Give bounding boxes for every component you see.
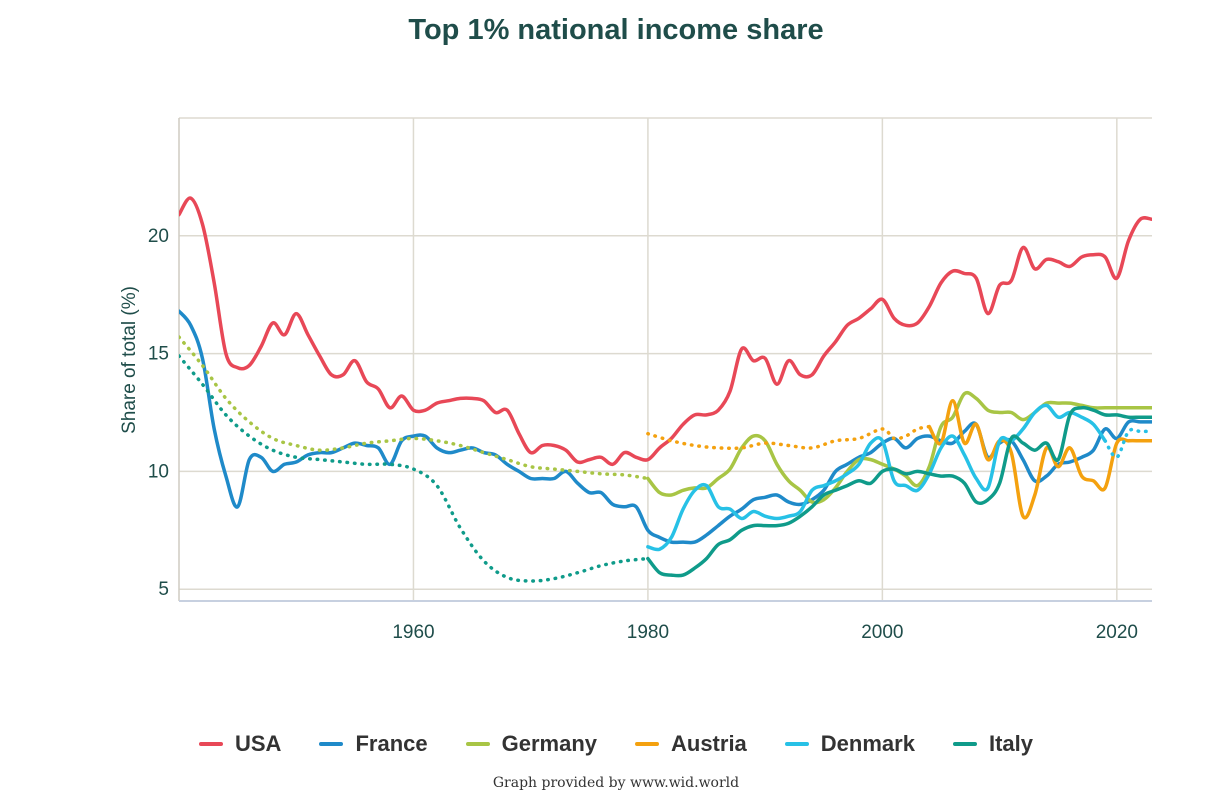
series-austria	[646, 398, 1152, 520]
y-tick-label: 20	[148, 226, 169, 247]
line-denmark-solid	[646, 403, 1107, 552]
series-denmark	[646, 403, 1152, 552]
legend-item-usa[interactable]: USA	[199, 731, 281, 757]
series-usa	[179, 196, 1152, 467]
legend-label-usa: USA	[235, 731, 282, 756]
y-tick-label: 15	[148, 344, 169, 365]
y-tick-label: 5	[158, 579, 169, 600]
series-italy	[179, 354, 1152, 583]
legend-label-austria: Austria	[671, 731, 747, 756]
y-tick-label: 10	[148, 461, 169, 482]
legend-label-france: France	[355, 731, 428, 756]
legend-item-italy[interactable]: Italy	[952, 731, 1033, 757]
y-axis-label: Share of total (%)	[119, 286, 140, 434]
line-austria-solid	[927, 398, 1152, 520]
gridlines	[179, 117, 1152, 601]
legend-label-italy: Italy	[988, 731, 1033, 756]
legend-swatch-france	[319, 742, 344, 746]
line-france-solid	[179, 309, 1152, 545]
line-italy-dotted	[179, 354, 650, 583]
chart-title: Top 1% national income share	[408, 14, 824, 46]
legend-item-germany[interactable]: Germany	[465, 731, 597, 757]
x-tick-label: 2000	[861, 622, 903, 643]
legend-label-denmark: Denmark	[820, 731, 915, 756]
line-italy-solid	[646, 405, 1152, 578]
line-denmark-dotted	[1103, 427, 1152, 460]
series-group	[179, 196, 1152, 583]
legend: USA France Germany Austria Denmark Italy	[0, 731, 1232, 757]
legend-swatch-denmark	[784, 742, 809, 746]
legend-item-denmark[interactable]: Denmark	[784, 731, 915, 757]
legend-swatch-austria	[635, 742, 659, 746]
series-france	[179, 309, 1152, 545]
legend-label-germany: Germany	[501, 731, 597, 756]
axes: 5 10 15 20 1960 1980 2000 2020	[148, 118, 1152, 643]
legend-swatch-germany	[465, 742, 490, 746]
legend-swatch-usa	[199, 742, 223, 746]
legend-item-france[interactable]: France	[319, 731, 428, 757]
legend-swatch-italy	[952, 742, 977, 746]
legend-item-austria[interactable]: Austria	[635, 731, 747, 757]
credit-text: Graph provided by www.wid.world	[492, 775, 740, 791]
line-usa-solid	[179, 196, 1152, 467]
line-germany-dotted	[179, 335, 650, 481]
x-tick-label: 1980	[627, 622, 669, 643]
x-tick-label: 1960	[392, 622, 434, 643]
line-austria-dotted	[646, 424, 932, 451]
x-tick-label: 2020	[1096, 622, 1138, 643]
